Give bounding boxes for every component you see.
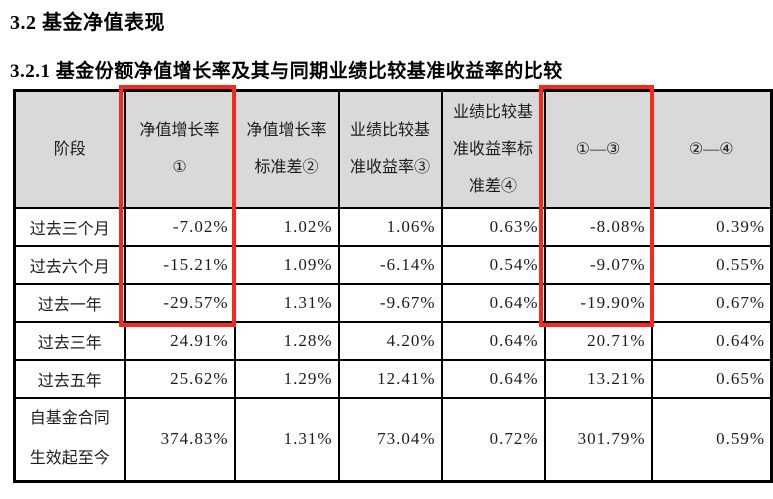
fund-performance-table: 阶段 净值增长率 ① 净值增长率 标准差② 业绩比较基 准收益率③ <box>13 89 773 483</box>
value-cell: 1.31% <box>233 396 340 483</box>
period-cell: 自基金合同生效起至今 <box>13 396 126 483</box>
table-row: 自基金合同生效起至今 374.83% 1.31% 73.04% 0.72% 30… <box>13 396 773 483</box>
value-cell: 1.28% <box>233 320 340 361</box>
header-diff-1-3: ①—③ <box>543 89 653 209</box>
value-cell: 301.79% <box>543 396 653 483</box>
table-row: 过去一年 -29.57% 1.31% -9.67% 0.64% -19.90% … <box>13 282 773 323</box>
table-row: 过去五年 25.62% 1.29% 12.41% 0.64% 13.21% 0.… <box>13 358 773 399</box>
value-cell: 24.91% <box>123 320 236 361</box>
value-cell: 25.62% <box>123 358 236 399</box>
value-cell: 12.41% <box>337 358 443 399</box>
header-nav-growth: 净值增长率 ① <box>123 89 236 209</box>
value-cell: -9.67% <box>337 282 443 323</box>
value-cell: 73.04% <box>337 396 443 483</box>
value-cell: 20.71% <box>543 320 653 361</box>
value-cell: 1.06% <box>337 206 443 247</box>
value-cell: 1.09% <box>233 244 340 285</box>
value-cell: -29.57% <box>123 282 236 323</box>
value-cell: -8.08% <box>543 206 653 247</box>
value-cell: -15.21% <box>123 244 236 285</box>
value-cell: -19.90% <box>543 282 653 323</box>
period-cell: 过去五年 <box>13 358 126 399</box>
value-cell: 0.54% <box>440 244 546 285</box>
value-cell: -7.02% <box>123 206 236 247</box>
value-cell: 374.83% <box>123 396 236 483</box>
header-period: 阶段 <box>13 89 126 209</box>
value-cell: 1.29% <box>233 358 340 399</box>
value-cell: 0.64% <box>440 282 546 323</box>
header-benchmark-return: 业绩比较基 准收益率③ <box>337 89 443 209</box>
table-header-row: 阶段 净值增长率 ① 净值增长率 标准差② 业绩比较基 准收益率③ <box>13 89 773 209</box>
header-diff-2-4: ②—④ <box>650 89 773 209</box>
period-cell: 过去三个月 <box>13 206 126 247</box>
value-cell: 13.21% <box>543 358 653 399</box>
header-nav-growth-stddev: 净值增长率 标准差② <box>233 89 340 209</box>
header-benchmark-stddev: 业绩比较基 准收益率标 准差④ <box>440 89 546 209</box>
value-cell: 0.72% <box>440 396 546 483</box>
table-row: 过去三个月 -7.02% 1.02% 1.06% 0.63% -8.08% 0.… <box>13 206 773 247</box>
period-cell: 过去三年 <box>13 320 126 361</box>
value-cell: 0.59% <box>650 396 773 483</box>
value-cell: 1.31% <box>233 282 340 323</box>
value-cell: 0.65% <box>650 358 773 399</box>
table-row: 过去三年 24.91% 1.28% 4.20% 0.64% 20.71% 0.6… <box>13 320 773 361</box>
value-cell: 1.02% <box>233 206 340 247</box>
value-cell: 0.64% <box>440 320 546 361</box>
value-cell: -6.14% <box>337 244 443 285</box>
table-row: 过去六个月 -15.21% 1.09% -6.14% 0.54% -9.07% … <box>13 244 773 285</box>
value-cell: 0.39% <box>650 206 773 247</box>
value-cell: 0.63% <box>440 206 546 247</box>
period-label: 自基金合同生效起至今 <box>29 410 110 468</box>
period-cell: 过去一年 <box>13 282 126 323</box>
period-cell: 过去六个月 <box>13 244 126 285</box>
section-title: 3.2 基金净值表现 <box>10 12 165 34</box>
value-cell: -9.07% <box>543 244 653 285</box>
value-cell: 0.64% <box>440 358 546 399</box>
value-cell: 0.67% <box>650 282 773 323</box>
value-cell: 0.55% <box>650 244 773 285</box>
value-cell: 0.64% <box>650 320 773 361</box>
subsection-title: 3.2.1 基金份额净值增长率及其与同期业绩比较基准收益率的比较 <box>10 61 563 82</box>
value-cell: 4.20% <box>337 320 443 361</box>
